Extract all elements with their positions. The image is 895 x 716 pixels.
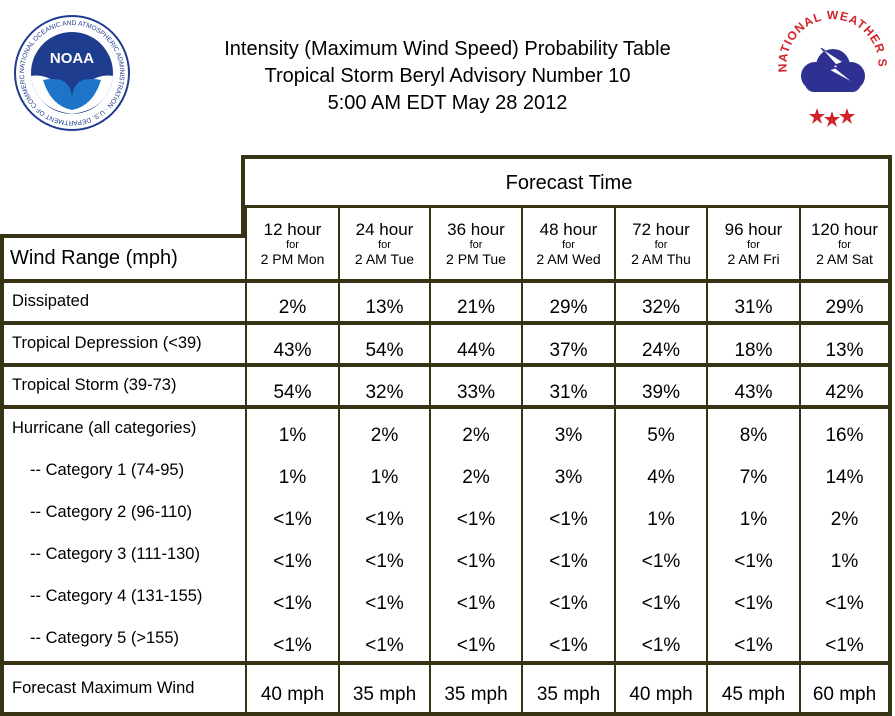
table-cell: <1%	[365, 551, 404, 572]
table-cell: 3%	[554, 425, 583, 446]
table-cell: <1%	[734, 551, 773, 572]
row-label-tropical-storm: Tropical Storm (39-73)	[12, 376, 177, 394]
column-header-96h: 96 hour for 2 AM Fri	[724, 220, 783, 267]
table-cell: 29%	[549, 297, 588, 318]
table-cell: 40 mph	[629, 684, 693, 705]
table-cell: 1%	[739, 509, 768, 530]
table-cell: 2%	[278, 297, 307, 318]
table-cell: <1%	[365, 509, 404, 530]
table-cell: 2%	[462, 425, 490, 446]
table-cell: 1%	[278, 467, 307, 488]
table-cell: 35 mph	[536, 684, 601, 705]
table-cell: <1%	[365, 635, 404, 656]
table-cell: 13%	[825, 340, 864, 361]
row-label-hurricane: Hurricane (all categories)	[12, 419, 197, 437]
column-header-24h: 24 hour for 2 AM Tue	[354, 220, 415, 267]
title-line-1: Intensity (Maximum Wind Speed) Probabili…	[224, 38, 671, 60]
table-cell: 2%	[830, 509, 859, 530]
table-cell: 54%	[365, 340, 404, 361]
table-cell: <1%	[273, 509, 312, 530]
table-cell: 14%	[825, 467, 864, 488]
table-cell: 42%	[825, 382, 864, 403]
table-cell: 40 mph	[260, 684, 325, 705]
column-header-48h: 48 hour for 2 AM Wed	[536, 220, 601, 267]
table-cell: <1%	[641, 551, 681, 572]
table-cell: 37%	[549, 340, 588, 361]
table-cell: 31%	[549, 382, 588, 403]
table-cell: 16%	[825, 425, 864, 446]
row-label-forecast-max-wind: Forecast Maximum Wind	[12, 679, 195, 697]
table-cell: 35 mph	[444, 684, 508, 705]
table-cell: 1%	[278, 425, 307, 446]
table-cell: 5%	[647, 425, 675, 446]
table-cell: 45 mph	[721, 684, 786, 705]
table-cell: <1%	[549, 509, 588, 530]
title-line-3: 5:00 AM EDT May 28 2012	[327, 92, 568, 114]
table-cell: <1%	[273, 593, 312, 614]
table-cell: 21%	[456, 297, 496, 318]
table-cell: 39%	[641, 382, 681, 403]
column-header-12h: 12 hour for 2 PM Mon	[260, 220, 325, 267]
table-cell: 31%	[734, 297, 773, 318]
column-header-36h: 36 hour for 2 PM Tue	[446, 220, 506, 267]
table-cell: <1%	[365, 593, 404, 614]
table-cell: 33%	[456, 382, 496, 403]
table-cell: 3%	[554, 467, 583, 488]
column-header-120h: 120 hour for 2 AM Sat	[810, 220, 879, 267]
table-cell: <1%	[456, 635, 496, 656]
noaa-seal-icon: NATIONAL OCEANIC AND ATMOSPHERIC ADMINIS…	[13, 14, 130, 131]
table-cell: 13%	[365, 297, 404, 318]
table-cell: <1%	[273, 635, 312, 656]
table-cell: 2%	[370, 425, 399, 446]
row-label-dissipated: Dissipated	[12, 292, 90, 310]
table-cell: <1%	[456, 593, 496, 614]
table-cell: 35 mph	[352, 684, 417, 705]
table-cell: <1%	[549, 551, 588, 572]
row-label-category-5: -- Category 5 (>155)	[30, 629, 180, 647]
table-cell: 2%	[462, 467, 490, 488]
row-label-tropical-depression: Tropical Depression (<39)	[12, 334, 202, 352]
table-cell: <1%	[273, 551, 312, 572]
nws-seal-icon: NATIONAL WEATHER SERVICE	[775, 10, 889, 127]
table-cell: 18%	[734, 340, 773, 361]
table-cell: <1%	[641, 635, 681, 656]
table-cell: 32%	[365, 382, 404, 403]
table-cell: <1%	[734, 593, 773, 614]
row-label-category-1: -- Category 1 (74-95)	[30, 461, 185, 479]
table-cell: 1%	[647, 509, 675, 530]
table-cell: <1%	[825, 593, 864, 614]
table-cell: 1%	[370, 467, 399, 488]
title-line-2: Tropical Storm Beryl Advisory Number 10	[264, 65, 631, 87]
table-cell: 44%	[456, 340, 496, 361]
row-label-category-3: -- Category 3 (111-130)	[30, 545, 200, 563]
table-cell: 24%	[641, 340, 681, 361]
table-cell: <1%	[456, 551, 496, 572]
page-title: Intensity (Maximum Wind Speed) Probabili…	[150, 36, 745, 117]
table-cell: 7%	[739, 467, 768, 488]
table-cell: 29%	[825, 297, 864, 318]
table-cell: <1%	[549, 635, 588, 656]
row-label-category-2: -- Category 2 (96-110)	[30, 503, 193, 521]
table-cell: 1%	[830, 551, 859, 572]
table-cell: <1%	[641, 593, 681, 614]
table-cell: 43%	[273, 340, 312, 361]
table-cell: 43%	[734, 382, 773, 403]
table-cell: 32%	[641, 297, 681, 318]
forecast-time-header: Forecast Time	[505, 172, 633, 194]
wind-range-header: Wind Range (mph)	[10, 247, 178, 269]
column-header-72h: 72 hour for 2 AM Thu	[631, 220, 691, 267]
table-cell: <1%	[825, 635, 864, 656]
noaa-logo-text: NOAA	[50, 50, 94, 67]
table-cell: 54%	[273, 382, 312, 403]
table-cell: <1%	[456, 509, 496, 530]
row-label-category-4: -- Category 4 (131-155)	[30, 587, 203, 605]
table-cell: <1%	[734, 635, 773, 656]
table-cell: 8%	[739, 425, 768, 446]
table-cell: 4%	[647, 467, 675, 488]
table-cell: <1%	[549, 593, 588, 614]
table-cell: 60 mph	[812, 684, 877, 705]
